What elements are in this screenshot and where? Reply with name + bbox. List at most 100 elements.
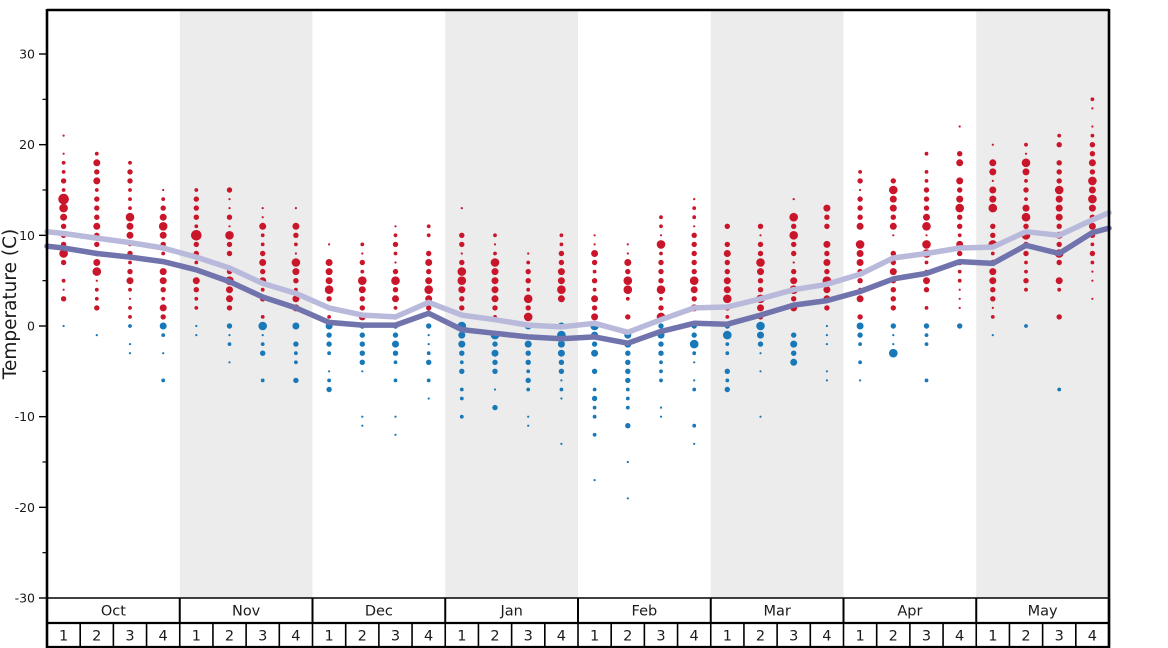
temp-dot: [857, 205, 863, 211]
temp-dot: [527, 424, 530, 427]
temp-dot: [492, 404, 498, 411]
temp-dot: [95, 334, 98, 337]
temp-dot: [791, 332, 797, 338]
temp-dot: [823, 204, 831, 212]
temp-dot: [294, 351, 298, 356]
temp-dot: [126, 277, 134, 285]
temp-dot: [260, 242, 265, 247]
temp-dot: [856, 222, 864, 230]
temp-dot: [692, 387, 697, 392]
temp-dot: [558, 368, 565, 374]
temp-dot: [625, 296, 630, 301]
temp-dot: [93, 159, 101, 167]
temp-dot: [161, 251, 166, 256]
temp-dot: [559, 233, 564, 238]
temp-dot: [723, 330, 732, 340]
temp-dot: [128, 343, 132, 346]
temp-dot: [557, 349, 565, 357]
temp-dot: [193, 196, 199, 202]
temp-dot: [924, 378, 929, 383]
temp-dot: [757, 223, 764, 229]
temp-dot: [693, 379, 696, 382]
temp-dot: [459, 360, 464, 365]
temp-dot: [691, 259, 697, 266]
temp-dot: [659, 224, 663, 229]
temp-dot: [957, 269, 962, 274]
temp-dot: [1090, 97, 1095, 102]
temp-dot: [161, 378, 166, 383]
temp-dot: [724, 386, 730, 393]
temp-dot: [693, 225, 696, 228]
temp-dot: [659, 234, 663, 237]
temp-dot: [391, 276, 400, 286]
temp-dot: [128, 206, 132, 211]
temp-dot: [858, 360, 862, 365]
temp-dot: [293, 232, 299, 238]
temp-dot: [293, 341, 299, 347]
temp-dot: [690, 286, 698, 294]
temp-dot: [226, 241, 233, 248]
temp-dot: [294, 252, 297, 255]
temp-dot: [327, 315, 331, 319]
temp-dot: [94, 287, 99, 292]
temp-dot: [859, 188, 862, 192]
temp-dot: [160, 287, 166, 293]
temp-dot: [93, 177, 101, 185]
week-label: 3: [656, 629, 665, 645]
temp-dot: [60, 296, 67, 302]
temp-dot: [560, 397, 563, 400]
temp-dot: [1090, 260, 1095, 265]
temp-dot: [292, 322, 300, 330]
week-label: 1: [590, 629, 599, 645]
temp-dot: [923, 187, 930, 193]
temp-dot: [426, 268, 432, 275]
temp-dot: [1090, 242, 1095, 247]
temp-dot: [889, 204, 897, 212]
temp-dot: [692, 423, 697, 428]
temp-dot: [924, 342, 929, 346]
temp-dot: [858, 342, 862, 346]
temp-dot: [393, 360, 398, 365]
temp-dot: [592, 387, 597, 392]
temp-dot: [924, 306, 929, 310]
temp-dot: [1088, 159, 1096, 167]
temp-dot: [526, 387, 531, 392]
temp-dot: [658, 350, 664, 356]
temp-dot: [261, 207, 264, 210]
temp-dot: [260, 287, 265, 292]
temp-dot: [825, 343, 829, 346]
temp-dot: [625, 314, 631, 320]
week-label: 1: [457, 629, 466, 645]
temp-dot: [626, 243, 629, 246]
temp-dot: [757, 241, 764, 248]
month-label: Jan: [499, 604, 522, 620]
temp-dot: [326, 341, 332, 347]
temp-dot: [757, 341, 764, 347]
temp-dot: [824, 214, 830, 220]
temp-dot: [923, 277, 930, 285]
temp-dot: [128, 297, 132, 300]
temp-dot: [593, 479, 596, 482]
temp-dot: [359, 296, 365, 302]
temp-dot: [557, 295, 565, 303]
temp-dot: [656, 240, 666, 249]
temp-dot: [757, 287, 764, 293]
temp-dot: [193, 214, 199, 220]
week-dot-column: [391, 225, 400, 436]
week-label: 2: [92, 629, 101, 645]
temp-dot: [791, 350, 797, 356]
week-label: 4: [557, 629, 566, 645]
temp-dot: [260, 250, 266, 257]
temp-dot: [923, 287, 930, 293]
temp-dot: [162, 352, 165, 355]
temp-dot: [557, 268, 565, 276]
temp-dot: [560, 379, 563, 382]
temp-dot: [1088, 194, 1097, 204]
temp-dot: [991, 179, 994, 182]
temp-dot: [1055, 277, 1063, 285]
temp-dot: [625, 359, 631, 365]
temp-dot: [159, 304, 167, 312]
temp-dot: [857, 214, 863, 220]
week-label: 2: [756, 629, 765, 645]
temp-dot: [792, 198, 795, 201]
